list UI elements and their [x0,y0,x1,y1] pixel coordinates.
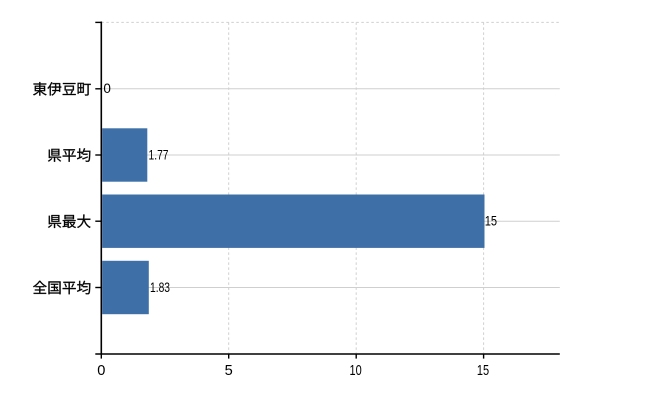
svg-text:0: 0 [103,81,111,96]
svg-text:5: 5 [225,363,233,379]
svg-text:1.77: 1.77 [149,147,169,162]
svg-text:15: 15 [485,214,497,229]
svg-text:0: 0 [97,363,105,379]
svg-text:10: 10 [350,363,362,379]
svg-text:15: 15 [477,363,489,379]
svg-text:1.83: 1.83 [150,280,170,295]
